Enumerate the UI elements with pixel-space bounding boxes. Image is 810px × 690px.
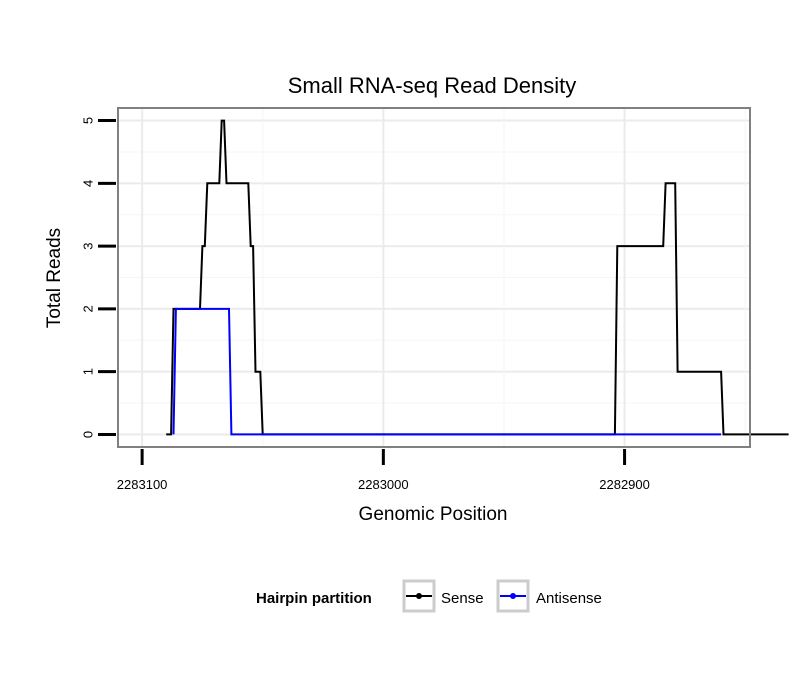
y-tick-label: 5 <box>81 117 96 124</box>
legend-label-sense: Sense <box>441 590 484 607</box>
y-axis-title: Total Reads <box>44 228 65 328</box>
y-axis: 0 1 2 3 4 5 <box>81 117 116 438</box>
x-tick-label: 2283000 <box>358 477 409 492</box>
series-line-antisense <box>172 307 722 436</box>
plot-panel-border <box>117 107 751 448</box>
series-layer <box>166 119 789 436</box>
series-line-sense <box>166 119 789 436</box>
x-axis: 2283100 2283000 2282900 <box>117 449 650 492</box>
legend: Hairpin partition Sense Antisense <box>256 579 602 613</box>
y-tick-label: 3 <box>81 242 96 249</box>
y-tick-label: 2 <box>81 305 96 312</box>
legend-entry-antisense: Antisense <box>496 579 602 613</box>
grid <box>118 108 750 447</box>
chart-title: Small RNA-seq Read Density <box>288 73 577 98</box>
legend-point-antisense <box>510 593 516 599</box>
x-tick-label: 2282900 <box>599 477 650 492</box>
x-axis-title: Genomic Position <box>359 504 508 525</box>
legend-label-antisense: Antisense <box>536 590 602 607</box>
y-tick-label: 0 <box>81 431 96 438</box>
y-tick-label: 1 <box>81 368 96 375</box>
legend-point-sense <box>416 593 422 599</box>
legend-title: Hairpin partition <box>256 590 372 607</box>
x-tick-label: 2283100 <box>117 477 168 492</box>
y-tick-label: 4 <box>81 180 96 187</box>
legend-entry-sense: Sense <box>402 579 484 613</box>
